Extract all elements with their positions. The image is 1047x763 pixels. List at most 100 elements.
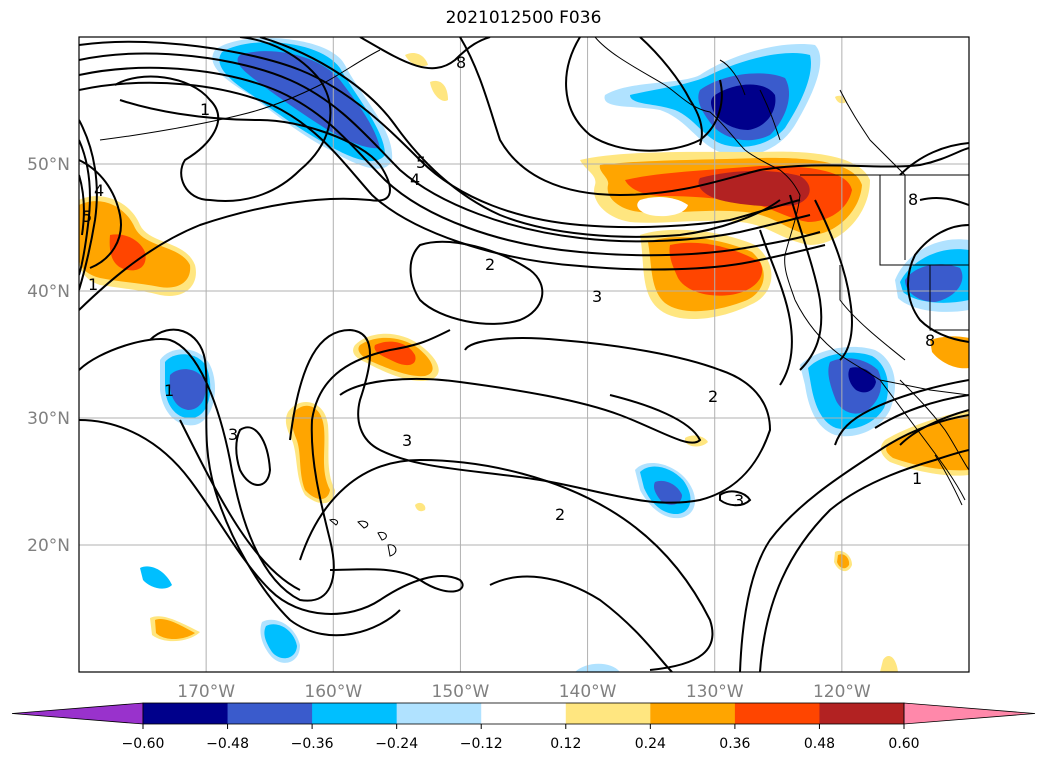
shade-pos-small-9 <box>835 95 846 104</box>
contour-coast-2 <box>789 194 823 371</box>
lon-tick-label: 120°W <box>813 682 871 702</box>
contour-ridge <box>459 37 969 197</box>
colorbar-segment <box>227 703 313 724</box>
colorbar-extend-high <box>903 702 1036 725</box>
coast-california <box>794 299 881 381</box>
contour-band-3 <box>79 66 821 257</box>
contour-1-lower <box>149 328 401 637</box>
shade-neg-gulf-inner <box>237 51 380 149</box>
contour-1-se <box>489 575 673 672</box>
border-alaska-bc <box>839 89 906 176</box>
border-us-mexico <box>879 379 969 396</box>
colorbar-tick-label: −0.60 <box>122 736 165 752</box>
lon-tick-label: 160°W <box>304 682 362 702</box>
colorbar-segment <box>650 703 736 724</box>
colorbar-extend-low <box>11 702 144 725</box>
contour-west-3 <box>79 174 85 236</box>
shade-pos-small-2 <box>155 619 195 640</box>
contour-label: 3 <box>228 425 238 444</box>
colorbar-tick-label: 0.12 <box>550 736 581 752</box>
contour-label: 2 <box>708 387 718 406</box>
shade-neg-small-1 <box>140 566 172 589</box>
shade-neg-small-4 <box>575 663 620 672</box>
colorbar-segment <box>734 703 820 724</box>
contour-label: 3 <box>592 287 602 306</box>
contour-label: 5 <box>82 207 92 226</box>
contour-3-mid <box>79 329 451 602</box>
contour-2-lower <box>79 419 464 615</box>
contour-3-cutoff <box>79 99 391 311</box>
contour-label: 3 <box>734 491 744 510</box>
coast-hawaii-4 <box>387 544 397 557</box>
colorbar-tick-label: 0.48 <box>804 736 835 752</box>
contour-8 <box>359 37 491 70</box>
axis-tick-labels: 170°W 160°W 150°W 140°W 130°W 120°W 50°N 40°N 30… <box>27 155 871 702</box>
contour-label: 2 <box>485 255 495 274</box>
border-states-1 <box>879 175 969 266</box>
map-gridlines <box>79 37 969 672</box>
lat-tick-label: 40°N <box>27 282 70 302</box>
coast-hawaii-1 <box>328 519 339 526</box>
shade-pos-nw-gap <box>637 197 688 217</box>
contour-3-se-small <box>719 490 752 507</box>
colorbar-segment <box>312 703 398 724</box>
shade-neg-east-inner <box>905 264 963 302</box>
colorbar-frame <box>142 702 905 725</box>
contour-mid-ridge <box>179 419 301 591</box>
contour-east-upper <box>899 142 969 176</box>
contour-south-loop <box>299 458 714 671</box>
contour-alaska-inner <box>639 37 703 146</box>
contour-band-2 <box>79 52 811 243</box>
shade-pos-small-6 <box>880 656 898 672</box>
shade-neg-small-3 <box>264 624 297 659</box>
anomaly-shading <box>79 38 969 672</box>
colorbar: −0.60 −0.48 −0.36 −0.24 −0.12 0.12 0.24 0.36 0.4… <box>11 702 1036 752</box>
lon-tick-label: 170°W <box>177 682 235 702</box>
lon-tick-label: 140°W <box>559 682 617 702</box>
shade-pos-40n-red <box>669 242 763 296</box>
shade-pos-small-4 <box>837 554 850 569</box>
colorbar-tick-label: 0.60 <box>888 736 919 752</box>
contour-label: 3 <box>402 431 412 450</box>
colorbar-tick-label: 0.24 <box>635 736 666 752</box>
contour-2-center <box>409 240 544 325</box>
contour-coast-1 <box>814 199 853 361</box>
contour-label: 4 <box>94 181 104 200</box>
colorbar-segment <box>819 703 905 724</box>
map-title: 2021012500 F036 <box>445 8 602 28</box>
contour-fan-3 <box>899 409 969 446</box>
contour-label: 1 <box>200 100 210 119</box>
colorbar-segment <box>396 703 482 724</box>
shade-pos-28n-mid <box>291 405 330 499</box>
contour-label: 2 <box>555 505 565 524</box>
contour-3-inner <box>339 377 702 444</box>
coast-alaska-peninsula <box>99 49 381 141</box>
lat-tick-label: 20°N <box>27 536 70 556</box>
contour-label: 5 <box>416 153 426 172</box>
colorbar-segment <box>565 703 651 724</box>
contour-label: 4 <box>410 170 420 189</box>
colorbar-segment <box>143 703 229 724</box>
colorbar-segment <box>481 703 567 724</box>
map-frame <box>78 36 970 673</box>
border-states-4 <box>929 265 969 331</box>
contour-1-ne <box>565 37 723 152</box>
colorbar-tick-label: −0.24 <box>375 736 418 752</box>
contour-east-2 <box>907 196 969 343</box>
coast-islands-se <box>719 59 781 141</box>
coast-hawaii-3 <box>377 531 387 541</box>
contour-2-south <box>289 328 772 504</box>
contour-label: 1 <box>88 275 98 294</box>
coast-baja <box>879 379 966 501</box>
shade-neg-bc-core <box>711 84 776 130</box>
shade-neg-25n-inner <box>653 480 682 505</box>
shade-pos-se-east <box>930 336 969 369</box>
contour-label: 8 <box>925 331 935 350</box>
shade-pos-small-10 <box>415 502 426 512</box>
contour-label: 1 <box>912 469 922 488</box>
colorbar-tick-label: −0.12 <box>460 736 503 752</box>
contour-3-small <box>235 426 272 486</box>
contour-band-5 <box>259 37 781 238</box>
contour-west-2 <box>79 139 91 276</box>
